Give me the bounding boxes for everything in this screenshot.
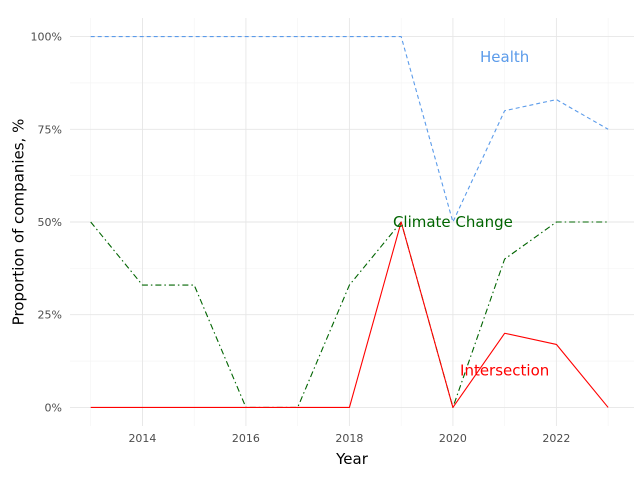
series-label-intersection: Intersection (460, 361, 549, 379)
x-tick-label: 2014 (128, 432, 156, 445)
series-line-health (90, 35, 609, 223)
x-tick-label: 2016 (232, 432, 260, 445)
x-tick-label: 2018 (335, 432, 363, 445)
series-line-intersection (90, 221, 609, 409)
series-label-climate-change: Climate Change (393, 213, 513, 231)
series-label-health: Health (480, 48, 529, 66)
y-axis-title: Proportion of companies, % (9, 119, 27, 326)
y-tick-labels: 0% 25% 50% 75% 100% (31, 31, 62, 415)
y-tick-label: 50% (38, 216, 62, 229)
series-labels: Health Climate Change Intersection (393, 48, 549, 379)
y-tick-label: 25% (38, 309, 62, 322)
major-gridlines (70, 18, 634, 426)
y-tick-label: 0% (45, 401, 62, 414)
x-tick-labels: 2014 2016 2018 2020 2022 (128, 432, 570, 445)
x-tick-label: 2020 (439, 432, 467, 445)
y-tick-label: 75% (38, 123, 62, 136)
series-lines (90, 35, 609, 409)
y-tick-label: 100% (31, 31, 62, 44)
x-axis-title: Year (335, 450, 369, 468)
series-line-climate-change (90, 221, 609, 409)
x-tick-label: 2022 (542, 432, 570, 445)
